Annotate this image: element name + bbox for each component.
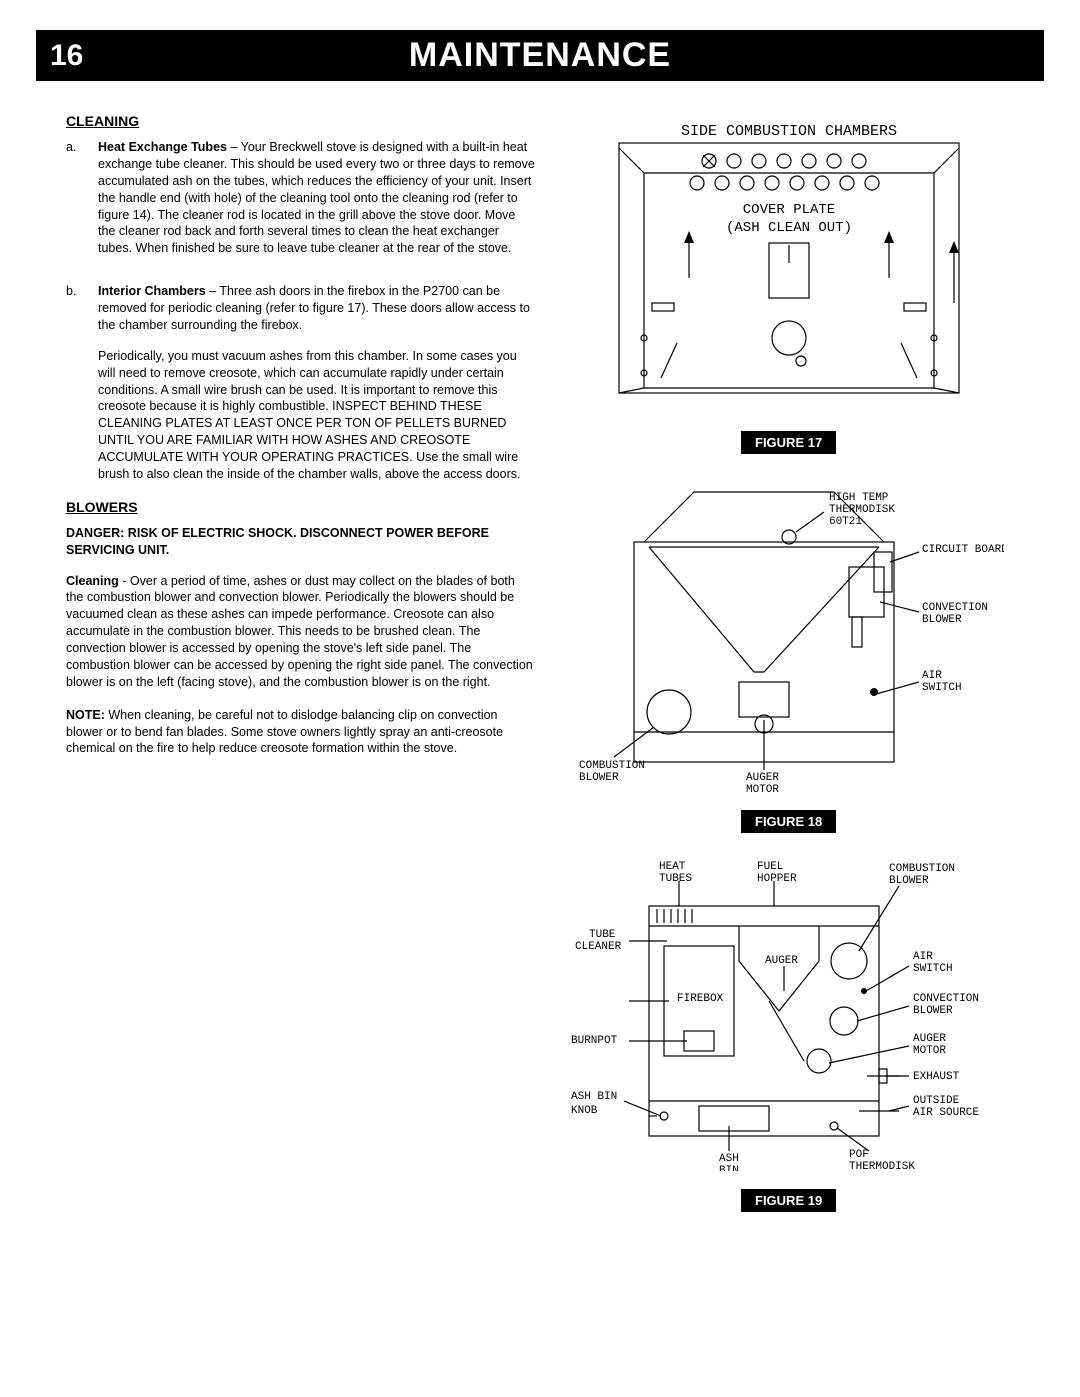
svg-text:AIR: AIR bbox=[922, 670, 942, 682]
svg-text:BLOWER: BLOWER bbox=[579, 772, 619, 784]
svg-text:KNOB: KNOB bbox=[571, 1105, 598, 1117]
item-body: Interior Chambers – Three ash doors in t… bbox=[98, 283, 535, 334]
svg-text:60T21: 60T21 bbox=[829, 516, 862, 528]
p1-lead: Cleaning bbox=[66, 574, 119, 588]
svg-text:SWITCH: SWITCH bbox=[922, 682, 962, 694]
svg-text:BURNPOT: BURNPOT bbox=[571, 1035, 618, 1047]
svg-text:CLEANER: CLEANER bbox=[575, 941, 622, 953]
item-text: – Your Breckwell stove is designed with … bbox=[98, 140, 535, 255]
svg-text:MOTOR: MOTOR bbox=[746, 784, 779, 792]
page-title: MAINTENANCE bbox=[110, 36, 1030, 75]
svg-text:TUBES: TUBES bbox=[659, 873, 692, 885]
fig17-cover2: (ASH CLEAN OUT) bbox=[726, 220, 852, 236]
item-letter: a. bbox=[66, 139, 84, 257]
page-number: 16 bbox=[50, 39, 110, 73]
svg-text:ASH BIN: ASH BIN bbox=[571, 1091, 617, 1103]
svg-text:HOPPER: HOPPER bbox=[757, 873, 797, 885]
svg-text:ASH: ASH bbox=[719, 1153, 739, 1165]
figure-18-caption: FIGURE 18 bbox=[741, 810, 836, 833]
section-heading-cleaning: CLEANING bbox=[66, 113, 535, 129]
item-body: Heat Exchange Tubes – Your Breckwell sto… bbox=[98, 139, 535, 257]
svg-text:CONVECTION: CONVECTION bbox=[913, 993, 979, 1005]
svg-text:HEAT: HEAT bbox=[659, 861, 686, 873]
figure-19-svg: HEAT TUBES FUEL HOPPER COMBUSTION BLOWER… bbox=[569, 851, 1009, 1171]
svg-text:AUGER: AUGER bbox=[765, 955, 798, 967]
cleaning-b-para2: Periodically, you must vacuum ashes from… bbox=[98, 348, 535, 483]
svg-text:EXHAUST: EXHAUST bbox=[913, 1071, 960, 1083]
svg-text:AIR: AIR bbox=[913, 951, 933, 963]
fig17-cover1: COVER PLATE bbox=[742, 202, 834, 218]
svg-text:BLOWER: BLOWER bbox=[913, 1005, 953, 1017]
fig17-title: SIDE COMBUSTION CHAMBERS bbox=[681, 123, 897, 140]
svg-text:BLOWER: BLOWER bbox=[922, 614, 962, 626]
svg-text:THERMODISK: THERMODISK bbox=[849, 1161, 915, 1171]
svg-text:AUGER: AUGER bbox=[913, 1033, 946, 1045]
note-body: When cleaning, be careful not to dislodg… bbox=[66, 708, 503, 756]
figure-17-svg: SIDE COMBUSTION CHAMBERS COVER PLATE (AS… bbox=[589, 113, 989, 413]
danger-text: DANGER: RISK OF ELECTRIC SHOCK. DISCONNE… bbox=[66, 525, 535, 559]
svg-text:POF: POF bbox=[849, 1149, 869, 1161]
svg-text:MOTOR: MOTOR bbox=[913, 1045, 946, 1057]
left-column: CLEANING a. Heat Exchange Tubes – Your B… bbox=[66, 113, 535, 1212]
svg-text:CONVECTION: CONVECTION bbox=[922, 602, 988, 614]
item-letter: b. bbox=[66, 283, 84, 334]
page-title-bar: 16 MAINTENANCE bbox=[36, 30, 1044, 81]
svg-text:CIRCUIT BOARD: CIRCUIT BOARD bbox=[922, 544, 1004, 556]
svg-text:AIR SOURCE: AIR SOURCE bbox=[913, 1107, 979, 1119]
figure-19-caption: FIGURE 19 bbox=[741, 1189, 836, 1212]
item-lead: Heat Exchange Tubes bbox=[98, 140, 227, 154]
svg-text:BIN: BIN bbox=[719, 1165, 739, 1171]
svg-text:FIREBOX: FIREBOX bbox=[677, 993, 724, 1005]
blowers-p1: Cleaning - Over a period of time, ashes … bbox=[66, 573, 535, 691]
svg-text:BLOWER: BLOWER bbox=[889, 875, 929, 887]
section-heading-blowers: BLOWERS bbox=[66, 499, 535, 515]
figure-18-svg: HIGH TEMP THERMODISK 60T21 CIRCUIT BOARD… bbox=[574, 472, 1004, 792]
svg-text:AUGER: AUGER bbox=[746, 772, 779, 784]
svg-text:TUBE: TUBE bbox=[589, 929, 616, 941]
svg-text:THERMODISK: THERMODISK bbox=[829, 504, 895, 516]
svg-text:HIGH TEMP: HIGH TEMP bbox=[829, 492, 889, 504]
svg-text:FUEL: FUEL bbox=[757, 861, 783, 873]
item-lead: Interior Chambers bbox=[98, 284, 206, 298]
note-lead: NOTE: bbox=[66, 708, 105, 722]
svg-text:OUTSIDE: OUTSIDE bbox=[913, 1095, 960, 1107]
p1-body: - Over a period of time, ashes or dust m… bbox=[66, 574, 533, 689]
right-column: SIDE COMBUSTION CHAMBERS COVER PLATE (AS… bbox=[563, 113, 1014, 1212]
cleaning-item-b: b. Interior Chambers – Three ash doors i… bbox=[66, 283, 535, 334]
svg-text:SWITCH: SWITCH bbox=[913, 963, 953, 975]
svg-text:COMBUSTION: COMBUSTION bbox=[889, 863, 955, 875]
blowers-note: NOTE: When cleaning, be careful not to d… bbox=[66, 707, 535, 758]
cleaning-item-a: a. Heat Exchange Tubes – Your Breckwell … bbox=[66, 139, 535, 257]
screw-row bbox=[690, 154, 879, 190]
figure-17-caption: FIGURE 17 bbox=[741, 431, 836, 454]
svg-text:COMBUSTION: COMBUSTION bbox=[579, 760, 645, 772]
